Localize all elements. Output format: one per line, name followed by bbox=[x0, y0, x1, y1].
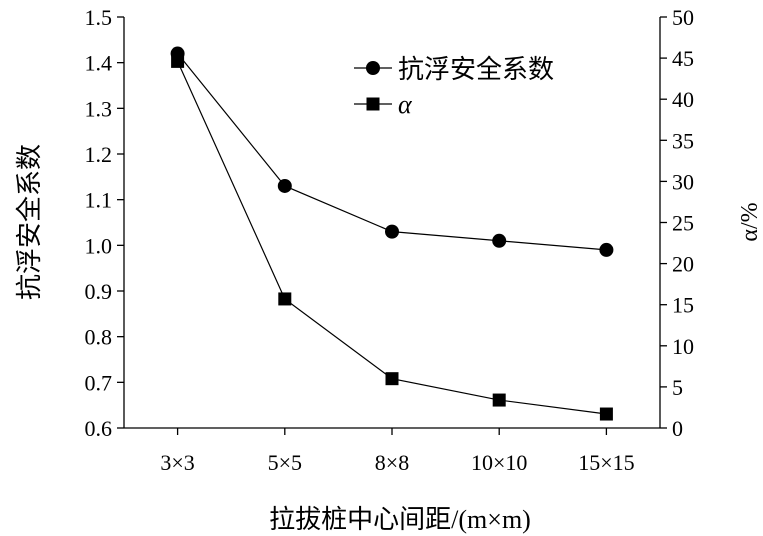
left-y-tick-label: 1.1 bbox=[85, 188, 113, 213]
data-point-square bbox=[385, 372, 399, 386]
right-y-tick-label: 25 bbox=[672, 211, 694, 236]
right-y-tick-label: 10 bbox=[672, 334, 694, 359]
left-y-tick-label: 1.5 bbox=[85, 5, 113, 30]
data-point-circle bbox=[492, 233, 507, 248]
right-y-tick-label: 5 bbox=[672, 375, 683, 400]
legend-label-alpha: α bbox=[398, 90, 413, 119]
legend-circle-marker bbox=[366, 61, 380, 75]
right-y-tick-label: 15 bbox=[672, 293, 694, 318]
x-tick-label: 10×10 bbox=[471, 450, 527, 475]
data-point-circle bbox=[599, 242, 614, 257]
right-y-tick-label: 45 bbox=[672, 46, 694, 71]
left-y-tick-label: 0.8 bbox=[85, 325, 113, 350]
right-y-tick-label: 50 bbox=[672, 5, 694, 30]
left-y-tick-label: 0.7 bbox=[85, 370, 113, 395]
right-y-tick-label: 20 bbox=[672, 252, 694, 277]
data-point-circle bbox=[385, 224, 399, 239]
right-y-tick-label: 40 bbox=[672, 87, 694, 112]
right-y-tick-label: 30 bbox=[672, 169, 694, 194]
data-point-square bbox=[278, 292, 292, 306]
series-layer bbox=[170, 46, 614, 421]
x-tick-label: 15×15 bbox=[578, 450, 634, 475]
x-tick-label: 3×3 bbox=[160, 450, 194, 475]
legend-label-safety-factor: 抗浮安全系数 bbox=[398, 55, 554, 84]
data-point-square bbox=[171, 54, 185, 68]
legend: 抗浮安全系数 α bbox=[354, 55, 554, 119]
left-y-ticks: 0.6 0.7 0.8 0.9 1.0 1.1 1.2 1.3 1.4 1.5 bbox=[85, 5, 124, 441]
left-y-tick-label: 0.9 bbox=[85, 279, 113, 304]
x-ticks: 3×3 5×5 8×8 10×10 15×15 bbox=[160, 428, 635, 475]
x-axis-title: 拉拔桩中心间距/(m×m) bbox=[269, 505, 531, 534]
right-y-tick-label: 0 bbox=[672, 416, 683, 441]
left-y-tick-label: 0.6 bbox=[85, 416, 113, 441]
left-y-tick-label: 1.4 bbox=[85, 51, 113, 76]
left-y-tick-label: 1.3 bbox=[85, 96, 113, 121]
right-y-axis-title: α/% bbox=[737, 202, 763, 241]
right-y-tick-label: 35 bbox=[672, 128, 694, 153]
x-tick-label: 8×8 bbox=[375, 450, 409, 475]
left-y-tick-label: 1.0 bbox=[85, 233, 113, 258]
x-tick-label: 5×5 bbox=[268, 450, 302, 475]
left-y-tick-label: 1.2 bbox=[85, 142, 113, 167]
data-point-circle bbox=[277, 178, 292, 193]
left-y-axis-title: 抗浮安全系数 bbox=[15, 144, 44, 300]
right-y-ticks: 0 5 10 15 20 25 30 35 40 45 50 bbox=[660, 5, 694, 441]
data-point-square bbox=[599, 407, 613, 421]
legend-square-marker bbox=[366, 97, 380, 111]
data-point-square bbox=[492, 393, 506, 407]
